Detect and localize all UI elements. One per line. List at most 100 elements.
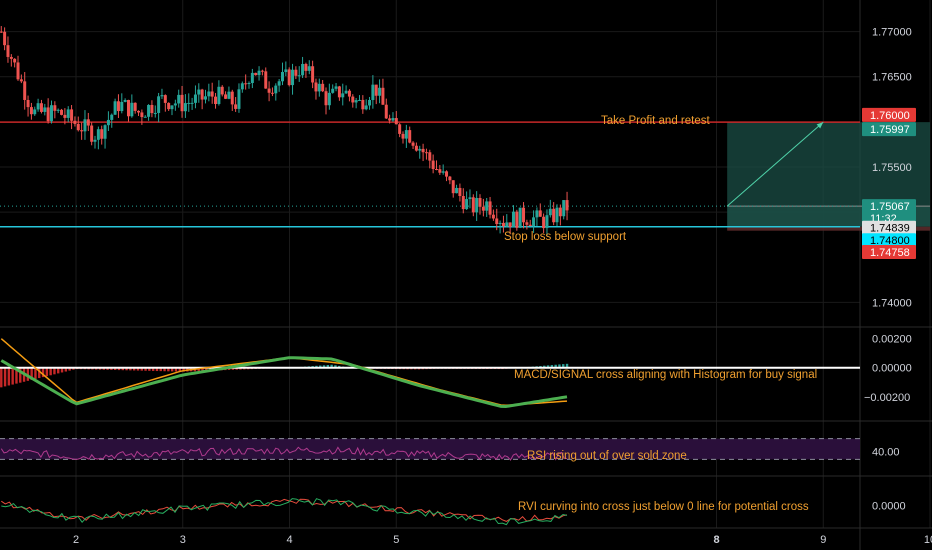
candle [491,209,495,221]
macd-annotation[interactable]: MACD/SIGNAL cross aligning with Histogra… [514,369,817,381]
candle [284,61,288,77]
macd-histogram-bar [558,364,561,368]
macd-pane[interactable]: MACD/SIGNAL cross aligning with Histogra… [0,338,860,409]
candle [401,131,405,144]
macd-histogram-bar [57,367,60,374]
macd-histogram-bar [231,367,235,370]
candle [167,102,171,111]
candle [173,99,177,111]
candle [368,96,372,110]
candle [398,123,402,138]
svg-text:1.76000: 1.76000 [870,110,910,122]
candle [297,66,301,82]
take-profit-annotation[interactable]: Take Profit and retest [601,115,710,127]
macd-histogram-bar [546,365,550,368]
candle [411,141,415,150]
candle [110,113,114,128]
candle [150,100,154,118]
macd-tick-label: 0.00200 [872,334,912,346]
candle [274,83,278,101]
candle [424,148,428,160]
candle [80,122,84,140]
candle [160,88,164,99]
candle [163,94,167,112]
candle [147,104,151,121]
candle [9,54,13,67]
candle [528,219,532,227]
macd-histogram-bar [30,367,33,380]
rsi-tick-label: 40.00 [872,446,900,458]
price-tag: 1.74839 [862,220,916,235]
candle [465,191,469,210]
candle [522,202,526,229]
candle [505,214,509,228]
candle [33,106,37,116]
candle [478,194,482,215]
macd-histogram-bar [155,367,159,372]
candle [301,56,305,79]
rvi-signal-line [1,498,568,522]
candle [485,197,489,217]
candle [29,102,33,120]
candle [445,170,449,182]
macd-histogram-bar [178,367,181,372]
candle [46,98,50,124]
target-arrow-line[interactable] [726,121,824,207]
price-axis[interactable]: 1.770001.765001.755001.750001.740000.002… [864,27,912,513]
price-tag: 1.74758 [862,245,916,259]
macd-histogram-bar [117,367,121,371]
macd-histogram-bar [322,365,326,368]
candle [501,215,505,233]
candle [193,85,197,109]
candle [200,88,204,110]
candle [197,83,201,103]
candle [538,203,542,217]
candle [327,83,331,110]
macd-histogram-bar [554,364,557,368]
candle [257,66,261,81]
candle [220,85,224,97]
candle [314,78,318,100]
rsi-pane[interactable]: RSI rising out of over sold zone [0,438,860,462]
candle [304,62,308,78]
macd-line [0,356,568,409]
candle [280,62,284,86]
macd-histogram-bar [53,367,56,375]
macd-histogram-bar [174,367,178,372]
candle [431,154,435,174]
macd-histogram-bar [3,367,7,387]
candle [86,112,90,132]
time-axis[interactable]: 2345891011 [73,534,932,546]
price-pane[interactable]: Take Profit and retest Stop loss below s… [0,26,930,243]
candle [384,98,388,120]
candle [347,89,351,102]
support-resistance-lines[interactable] [0,121,860,228]
candle [140,109,144,125]
candle [260,69,264,76]
macd-histogram-bar [132,367,136,371]
candle [515,209,519,231]
candle [354,97,358,109]
rvi-annotation[interactable]: RVI curving into cross just below 0 line… [518,501,809,513]
candle [364,99,368,111]
macd-histogram-bar [326,365,330,368]
candle [83,110,87,140]
macd-histogram-bar [330,364,333,368]
candle [53,101,57,119]
rvi-pane[interactable]: RVI curving into cross just below 0 line… [1,498,809,526]
candle [558,204,562,226]
target-arrow-head [816,122,824,129]
macd-histogram-bar [550,365,554,368]
rsi-annotation[interactable]: RSI rising out of over sold zone [527,450,687,462]
stop-loss-annotation[interactable]: Stop loss below support [504,231,627,243]
candle [73,116,77,127]
macd-histogram-bar [319,365,322,368]
candle [532,210,536,233]
rvi-tick-label: 0.0000 [872,501,906,513]
candle [23,72,27,110]
candle [250,68,254,89]
macd-histogram-bar [140,367,143,371]
candle [562,200,566,220]
candle [90,122,94,146]
